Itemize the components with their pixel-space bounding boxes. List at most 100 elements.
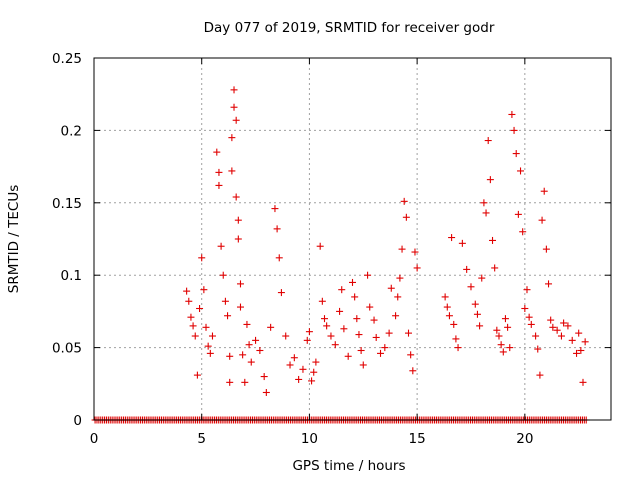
grid-lines [94,58,611,420]
data-point [396,274,404,282]
data-point [232,116,240,124]
data-points [91,86,590,424]
y-tick-label: 0.05 [52,341,82,357]
data-point [243,320,251,328]
data-point [398,245,406,253]
data-point [400,197,408,205]
data-point [303,336,311,344]
data-point [534,345,542,353]
data-point [536,371,544,379]
data-point [445,312,453,320]
data-point [413,264,421,272]
data-point [247,358,255,366]
data-point [208,332,216,340]
data-point [312,358,320,366]
data-point [372,333,380,341]
data-point [517,167,525,175]
data-point [215,181,223,189]
data-point [579,378,587,386]
data-point [260,373,268,381]
data-point [514,210,522,218]
data-point [262,388,270,396]
data-point [532,332,540,340]
data-point [305,328,313,336]
data-point [213,148,221,156]
data-point [336,307,344,315]
data-point [476,322,484,330]
data-point [402,213,410,221]
data-point [370,316,378,324]
data-point [286,361,294,369]
plot-frame [93,57,612,421]
data-point [226,352,234,360]
data-point [467,283,475,291]
data-point [310,368,318,376]
data-point [497,341,505,349]
data-point [338,286,346,294]
data-point [353,315,361,323]
data-point [230,103,238,111]
data-point [454,344,462,352]
x-axis-label: GPS time / hours [292,458,405,474]
data-point [191,332,199,340]
data-point [392,312,400,320]
data-point [252,336,260,344]
y-tick-label: 0.25 [52,51,82,67]
data-point [411,248,419,256]
data-point [323,322,331,330]
data-point [226,378,234,386]
data-point [206,349,214,357]
data-point [508,110,516,118]
x-tick-label: 0 [90,431,99,447]
data-point [228,134,236,142]
data-point [241,378,249,386]
data-point [357,346,365,354]
data-point [331,341,339,349]
data-point [320,315,328,323]
y-tick-label: 0 [73,413,82,429]
data-point [540,187,548,195]
data-point [230,86,238,94]
data-point [290,354,298,362]
data-point [542,245,550,253]
data-point [553,326,561,334]
data-point [484,137,492,145]
data-point [344,352,352,360]
data-point [327,332,335,340]
data-point [273,225,281,233]
x-tick-label: 20 [516,431,533,447]
data-point [189,322,197,330]
data-point [236,303,244,311]
data-point [549,323,557,331]
data-point [499,348,507,356]
data-point [547,316,555,324]
data-point [450,320,458,328]
data-point [486,176,494,184]
y-tick-label: 0.2 [61,123,82,139]
axis-ticks [93,57,611,421]
data-point [232,193,240,201]
data-point [187,313,195,321]
data-point [196,305,204,313]
data-point [480,199,488,207]
data-point [308,377,316,385]
data-point [355,331,363,339]
data-point [224,312,232,320]
y-axis-label: SRMTID / TECUs [6,185,22,293]
data-point [504,323,512,331]
x-tick-label: 15 [409,431,426,447]
data-point [491,264,499,272]
data-point [245,341,253,349]
data-point [236,280,244,288]
data-point [385,329,393,337]
data-point [366,303,374,311]
data-point [349,278,356,286]
data-point [519,228,527,236]
data-point [527,320,535,328]
data-point [228,167,236,175]
y-tick-label: 0.1 [61,268,82,284]
data-point [523,286,531,294]
data-point [316,242,324,250]
data-point [506,344,514,352]
data-point [394,293,402,301]
